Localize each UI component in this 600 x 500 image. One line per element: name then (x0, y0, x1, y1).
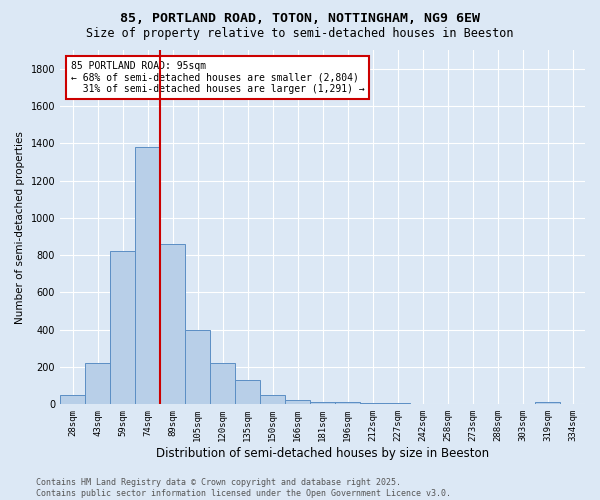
Bar (535, 402, 560, 404)
Bar (110, 252, 135, 404)
Text: 85, PORTLAND ROAD, TOTON, NOTTINGHAM, NG9 6EW: 85, PORTLAND ROAD, TOTON, NOTTINGHAM, NG… (120, 12, 480, 26)
Text: Size of property relative to semi-detached houses in Beeston: Size of property relative to semi-detach… (86, 28, 514, 40)
Bar (60, 395, 85, 404)
Bar (310, 402, 335, 404)
Y-axis label: Number of semi-detached properties: Number of semi-detached properties (15, 130, 25, 324)
Bar (135, 147, 160, 405)
Text: 85 PORTLAND ROAD: 95sqm
← 68% of semi-detached houses are smaller (2,804)
  31% : 85 PORTLAND ROAD: 95sqm ← 68% of semi-de… (71, 60, 364, 94)
Bar (285, 400, 310, 404)
X-axis label: Distribution of semi-detached houses by size in Beeston: Distribution of semi-detached houses by … (156, 447, 489, 460)
Bar (185, 330, 210, 404)
Bar (260, 395, 285, 404)
Bar (210, 364, 235, 405)
Text: Contains HM Land Registry data © Crown copyright and database right 2025.
Contai: Contains HM Land Registry data © Crown c… (36, 478, 451, 498)
Bar (85, 364, 110, 405)
Bar (160, 244, 185, 404)
Bar (235, 380, 260, 404)
Bar (335, 402, 360, 404)
Bar (360, 403, 385, 404)
